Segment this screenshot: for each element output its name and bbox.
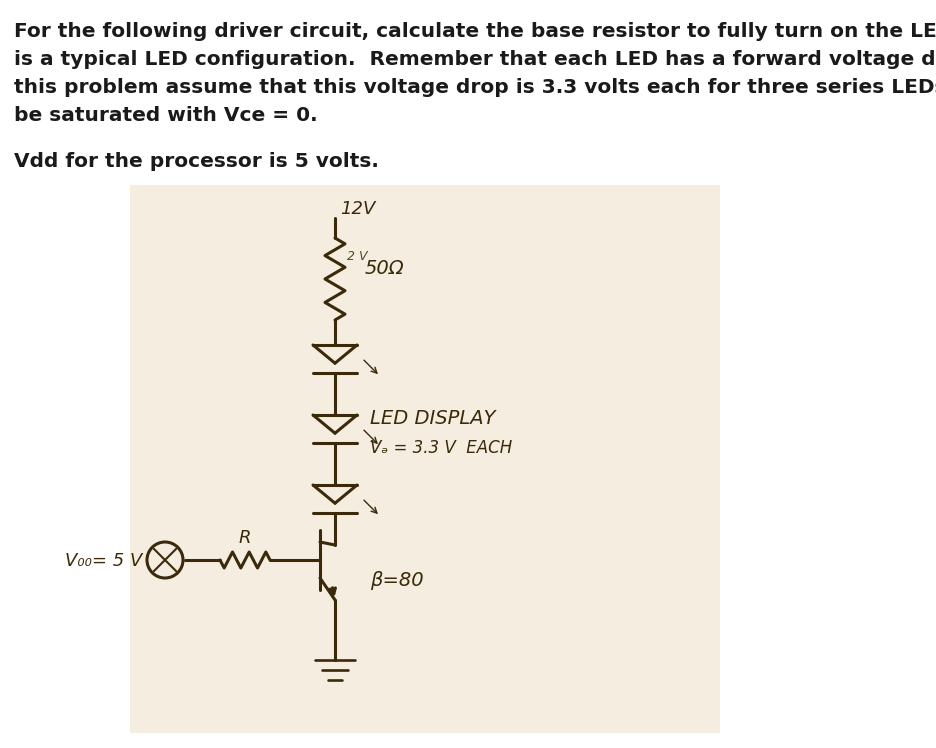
Text: is a typical LED configuration.  Remember that each LED has a forward voltage dr: is a typical LED configuration. Remember… xyxy=(14,50,936,69)
Text: Vdd for the processor is 5 volts.: Vdd for the processor is 5 volts. xyxy=(14,152,378,171)
Text: this problem assume that this voltage drop is 3.3 volts each for three series LE: this problem assume that this voltage dr… xyxy=(14,78,936,97)
Text: R: R xyxy=(239,529,251,547)
Text: For the following driver circuit, calculate the base resistor to fully turn on t: For the following driver circuit, calcul… xyxy=(14,22,936,41)
Bar xyxy=(130,185,719,733)
Text: LED DISPLAY: LED DISPLAY xyxy=(370,408,495,428)
Text: Vₔ = 3.3 V  EACH: Vₔ = 3.3 V EACH xyxy=(370,439,512,457)
Text: 2 V: 2 V xyxy=(346,250,367,263)
Text: β=80: β=80 xyxy=(370,571,423,589)
Text: V₀₀= 5 V: V₀₀= 5 V xyxy=(65,552,142,570)
Text: 50Ω: 50Ω xyxy=(365,259,404,278)
Text: 12V: 12V xyxy=(340,200,375,218)
Text: be saturated with Vce = 0.: be saturated with Vce = 0. xyxy=(14,106,317,125)
